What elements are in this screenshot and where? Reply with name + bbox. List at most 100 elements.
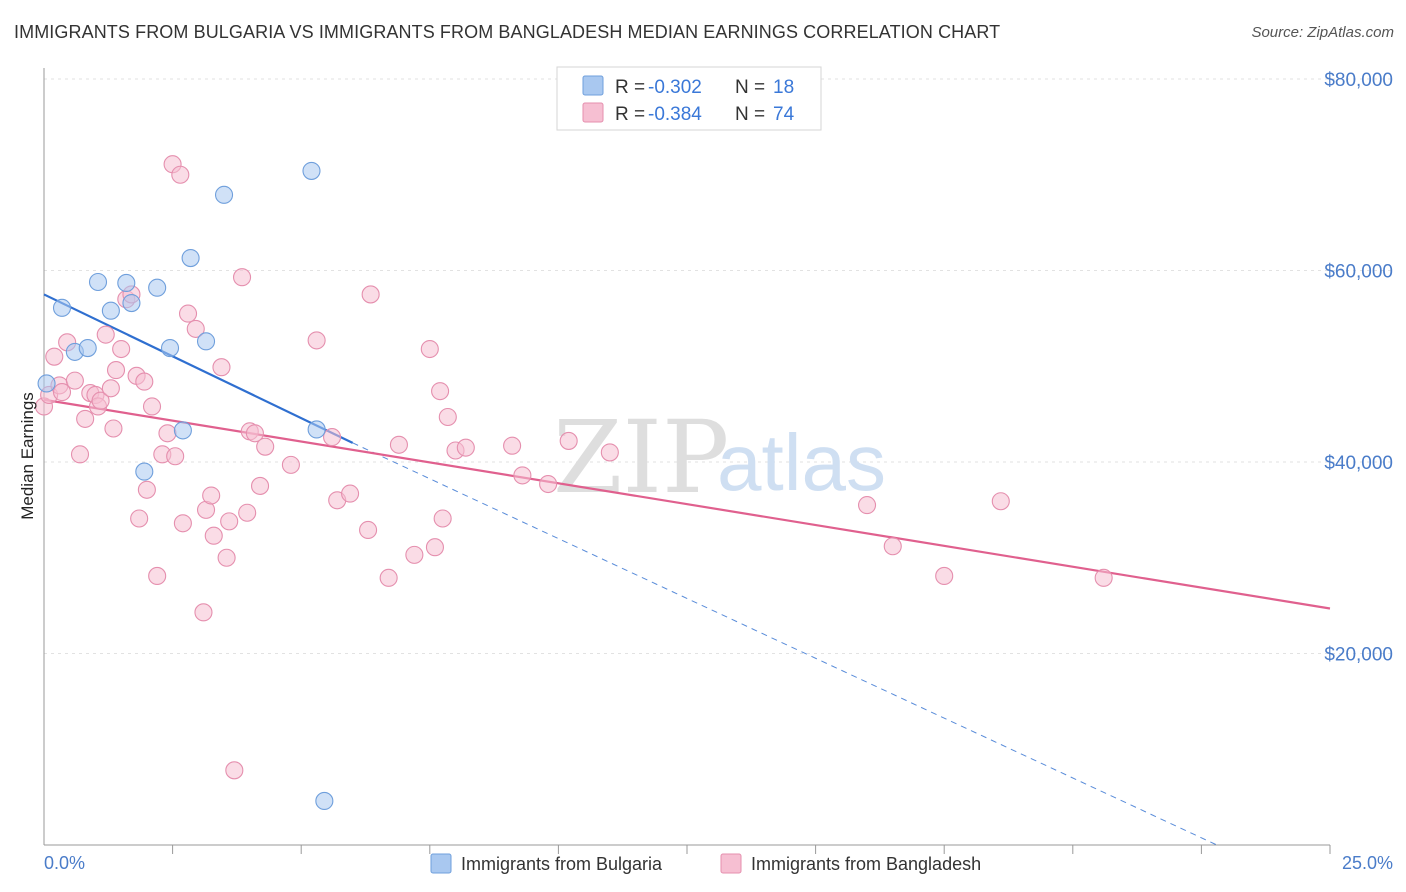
data-point-bangladesh[interactable] [281, 455, 300, 474]
data-point-bangladesh[interactable] [178, 304, 198, 323]
data-point-bulgaria[interactable] [214, 185, 234, 204]
axis-ticks: $20,000 $40,000 $60,000 $80,000 [172, 70, 1393, 854]
data-point-bangladesh[interactable] [70, 445, 90, 464]
data-point-bangladesh[interactable] [106, 361, 126, 380]
data-point-bulgaria[interactable] [148, 278, 167, 297]
data-point-bangladesh[interactable] [202, 486, 221, 505]
data-point-bangladesh[interactable] [166, 447, 185, 466]
data-point-bangladesh[interactable] [238, 503, 257, 522]
data-point-bulgaria[interactable] [181, 249, 200, 268]
chart-title: IMMIGRANTS FROM BULGARIA VS IMMIGRANTS F… [14, 22, 1001, 42]
data-point-bangladesh[interactable] [513, 466, 532, 485]
data-point-bangladesh[interactable] [359, 520, 378, 540]
stats-n-value-bangladesh: 74 [773, 104, 795, 125]
data-point-bangladesh[interactable] [204, 526, 223, 545]
x-tick-label-min: 0.0% [44, 853, 85, 873]
data-point-bangladesh[interactable] [433, 509, 452, 528]
data-point-bangladesh[interactable] [883, 537, 902, 556]
data-point-bangladesh[interactable] [456, 438, 475, 457]
data-point-bangladesh[interactable] [96, 325, 115, 344]
data-point-bangladesh[interactable] [245, 424, 264, 443]
stats-n-label-bulgaria: N = [735, 77, 765, 98]
watermark-atlas: atlas [717, 418, 886, 507]
data-point-bangladesh[interactable] [361, 285, 380, 304]
data-point-bangladesh[interactable] [420, 339, 439, 359]
data-point-bangladesh[interactable] [148, 566, 167, 585]
legend-label-bulgaria[interactable]: Immigrants from Bulgaria [461, 854, 663, 874]
data-point-bangladesh[interactable] [173, 514, 192, 533]
stats-box: R = -0.302 N = 18 R = -0.384 N = 74 [556, 66, 822, 131]
data-point-bangladesh[interactable] [857, 496, 877, 515]
data-point-bulgaria[interactable] [122, 294, 141, 313]
source-label: Source: ZipAtlas.com [1251, 24, 1394, 41]
data-point-bangladesh[interactable] [45, 347, 64, 366]
data-point-bangladesh[interactable] [559, 431, 578, 450]
data-point-bangladesh[interactable] [405, 545, 424, 564]
data-point-bangladesh[interactable] [158, 424, 177, 443]
x-tick-label-max: 25.0% [1342, 853, 1393, 873]
data-point-bulgaria[interactable] [117, 273, 136, 292]
data-point-bangladesh[interactable] [232, 268, 252, 287]
data-point-bulgaria[interactable] [196, 332, 216, 351]
data-point-bangladesh[interactable] [65, 371, 84, 390]
watermark: ZIP atlas [553, 399, 886, 516]
data-point-bangladesh[interactable] [194, 603, 213, 622]
data-point-bulgaria[interactable] [101, 301, 120, 320]
watermark-zip: ZIP [553, 399, 729, 516]
data-point-bangladesh[interactable] [307, 331, 326, 350]
data-point-bulgaria[interactable] [302, 161, 321, 180]
data-point-bangladesh[interactable] [539, 474, 558, 494]
data-point-bangladesh[interactable] [935, 566, 954, 585]
data-point-bangladesh[interactable] [431, 382, 450, 401]
stats-swatch-bulgaria [582, 75, 604, 96]
data-point-bangladesh[interactable] [104, 419, 123, 438]
data-point-bangladesh[interactable] [991, 492, 1010, 511]
legend-swatch-bulgaria[interactable] [430, 853, 452, 874]
legend-swatch-bangladesh[interactable] [720, 853, 742, 874]
data-point-bangladesh[interactable] [220, 512, 239, 531]
trend-line-bulgaria [43, 293, 354, 444]
data-point-bangladesh[interactable] [52, 383, 72, 402]
stats-r-label-bangladesh: R = [615, 104, 645, 125]
data-point-bangladesh[interactable] [186, 319, 205, 338]
data-point-bangladesh[interactable] [600, 443, 619, 462]
legend-label-bangladesh[interactable]: Immigrants from Bangladesh [751, 854, 981, 874]
data-point-bangladesh[interactable] [225, 761, 244, 780]
data-point-bangladesh[interactable] [379, 568, 398, 587]
y-tick-label: $60,000 [1324, 262, 1393, 283]
data-point-bangladesh[interactable] [137, 480, 156, 499]
data-point-bangladesh[interactable] [389, 435, 408, 454]
data-point-bangladesh[interactable] [341, 484, 360, 503]
data-point-bulgaria[interactable] [135, 462, 154, 481]
data-point-bulgaria[interactable] [315, 791, 334, 811]
data-point-bulgaria[interactable] [88, 272, 108, 292]
data-point-bangladesh[interactable] [130, 509, 149, 528]
data-point-bangladesh[interactable] [212, 358, 231, 377]
stats-r-value-bulgaria: -0.302 [648, 77, 702, 98]
data-point-bangladesh[interactable] [438, 407, 457, 427]
data-point-bulgaria[interactable] [52, 298, 72, 317]
data-point-bangladesh[interactable] [101, 379, 120, 398]
y-tick-label: $40,000 [1324, 453, 1393, 474]
data-point-bangladesh[interactable] [503, 436, 522, 455]
data-point-bulgaria[interactable] [160, 339, 180, 358]
data-point-bangladesh[interactable] [425, 538, 444, 557]
data-point-bangladesh[interactable] [217, 548, 236, 567]
data-point-bangladesh[interactable] [250, 476, 270, 495]
data-point-bangladesh[interactable] [112, 339, 131, 359]
data-point-bangladesh[interactable] [323, 428, 342, 447]
data-point-bangladesh[interactable] [135, 372, 154, 391]
data-point-bulgaria[interactable] [307, 420, 326, 439]
data-point-bulgaria[interactable] [173, 421, 192, 440]
legend: Immigrants from Bulgaria Immigrants from… [430, 853, 981, 874]
data-point-bangladesh[interactable] [91, 391, 110, 410]
y-axis-label: Median Earnings [18, 392, 37, 520]
data-point-bangladesh[interactable] [256, 437, 275, 456]
data-point-bangladesh[interactable] [1094, 568, 1113, 587]
data-point-bulgaria[interactable] [78, 339, 97, 358]
data-point-bangladesh[interactable] [142, 397, 162, 416]
data-point-bangladesh[interactable] [171, 165, 190, 184]
data-point-bulgaria[interactable] [37, 374, 56, 393]
data-point-bangladesh[interactable] [76, 409, 95, 428]
